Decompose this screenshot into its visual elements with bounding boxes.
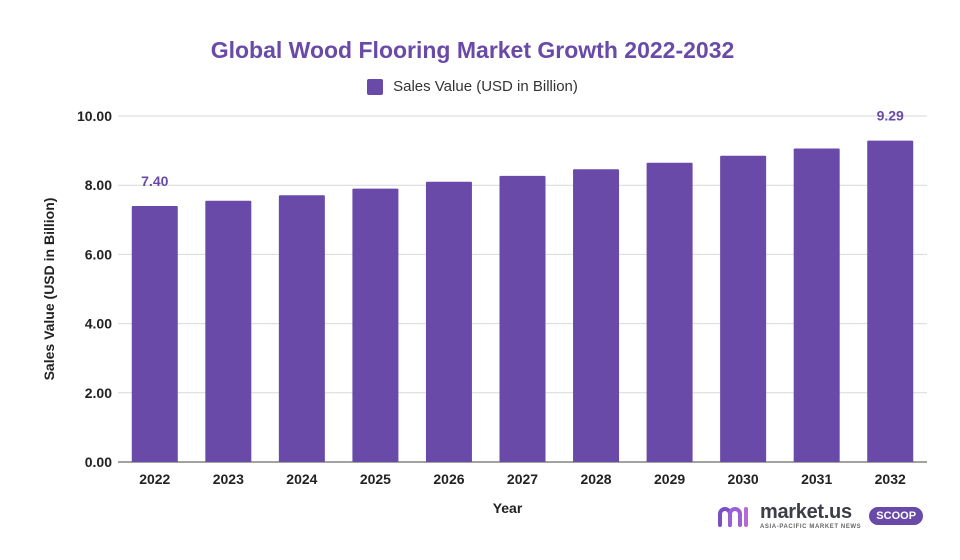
bar-2026 (425, 181, 472, 463)
logo-tagline: ASIA-PACIFIC MARKET NEWS (760, 524, 862, 530)
market-us-logo-icon (718, 507, 748, 527)
x-tick-label: 2023 (213, 471, 244, 487)
chart-title: Global Wood Flooring Market Growth 2022-… (210, 37, 735, 63)
data-label: 9.29 (877, 108, 904, 124)
x-tick-label: 2027 (507, 471, 538, 487)
y-tick-label: 6.00 (85, 246, 112, 262)
x-tick-label: 2029 (654, 471, 685, 487)
bar-2032 (867, 140, 914, 463)
logo-name: market.us (760, 501, 852, 523)
data-label: 7.40 (141, 173, 168, 189)
x-tick-label: 2022 (139, 471, 170, 487)
legend-swatch (367, 78, 384, 95)
legend-label: Sales Value (USD in Billion) (393, 78, 578, 95)
x-tick-label: 2024 (286, 471, 317, 487)
chart-legend: Sales Value (USD in Billion) (0, 78, 945, 95)
bar-2030 (720, 155, 767, 463)
bar-2031 (793, 148, 840, 463)
y-tick-label: 4.00 (85, 316, 112, 332)
x-axis-label: Year (493, 500, 523, 516)
bar-2028 (573, 169, 620, 462)
bar-2024 (278, 195, 325, 462)
market-us-logo: market.us ASIA-PACIFIC MARKET NEWS SCOOP (716, 501, 924, 530)
bar-2023 (205, 200, 252, 462)
bar-2022 (131, 205, 178, 462)
y-tick-label: 8.00 (85, 177, 112, 193)
y-tick-label: 10.00 (77, 108, 112, 124)
y-tick-label: 2.00 (85, 385, 112, 401)
x-tick-label: 2032 (875, 471, 906, 487)
y-axis-label: Sales Value (USD in Billion) (41, 198, 57, 381)
bar-2029 (646, 162, 693, 462)
bar-2027 (499, 175, 546, 462)
x-tick-label: 2025 (360, 471, 391, 487)
x-tick-label: 2030 (728, 471, 759, 487)
x-tick-label: 2031 (801, 471, 832, 487)
x-tick-label: 2028 (580, 471, 611, 487)
bar-2025 (352, 188, 399, 462)
y-tick-label: 0.00 (85, 454, 112, 470)
logo-badge: SCOOP (869, 507, 924, 525)
x-tick-label: 2026 (433, 471, 464, 487)
